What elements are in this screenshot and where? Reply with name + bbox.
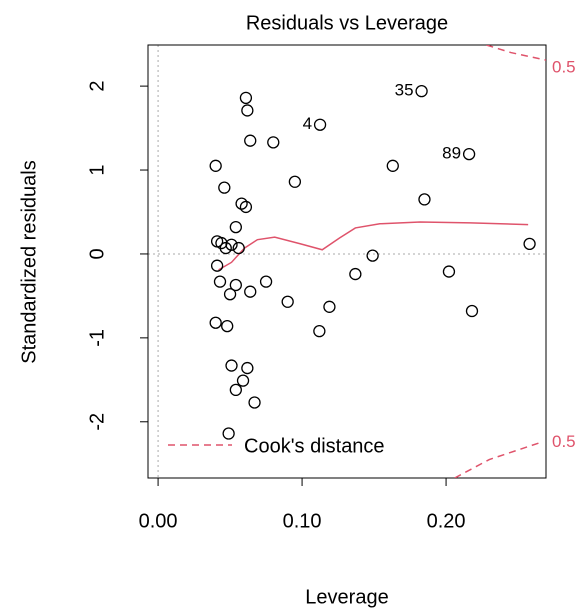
legend-label: Cook's distance	[244, 435, 385, 457]
y-tick-label: 1	[86, 164, 108, 175]
point	[248, 396, 261, 409]
point	[366, 249, 379, 262]
point	[259, 275, 273, 288]
point	[241, 361, 254, 375]
point-label: 89	[442, 144, 461, 163]
point	[229, 220, 242, 234]
point	[281, 295, 294, 308]
point	[267, 136, 280, 149]
point	[229, 383, 242, 397]
x-tick-label: 0.00	[139, 510, 178, 532]
point	[213, 275, 227, 288]
point	[209, 159, 222, 172]
y-tick-label: 2	[86, 81, 108, 92]
y-tick-label: -1	[86, 329, 108, 347]
point	[221, 319, 234, 333]
plot-frame	[147, 44, 547, 479]
cooks-label: 0.5	[552, 58, 576, 77]
point-label: 35	[395, 81, 414, 100]
x-tick-label: 0.20	[427, 510, 466, 532]
point	[241, 104, 254, 117]
point	[236, 374, 250, 387]
point	[415, 85, 428, 98]
smooth-line	[218, 221, 529, 271]
point	[523, 237, 536, 251]
point	[239, 91, 253, 105]
point	[225, 359, 238, 372]
point	[313, 324, 326, 338]
y-tick-label: -2	[86, 413, 108, 431]
point	[210, 259, 224, 272]
point	[218, 181, 231, 194]
point	[223, 288, 237, 301]
point	[462, 147, 476, 161]
point	[442, 265, 456, 278]
point	[239, 200, 253, 214]
chart-title: Residuals vs Leverage	[246, 12, 448, 34]
point	[313, 118, 327, 131]
x-axis-label: Leverage	[305, 586, 388, 608]
point	[232, 241, 245, 255]
x-tick-label: 0.10	[283, 510, 322, 532]
y-tick-label: 0	[86, 248, 108, 259]
cooks-label: 0.5	[552, 432, 576, 451]
point-label: 4	[303, 114, 312, 133]
cooks-curve	[454, 442, 540, 478]
y-axis-label: Standardized residuals	[18, 160, 40, 363]
point	[229, 278, 242, 292]
point	[418, 193, 431, 206]
cooks-curve	[486, 45, 546, 61]
point	[323, 300, 336, 313]
point	[244, 285, 257, 298]
point	[386, 159, 399, 172]
point	[209, 316, 222, 329]
point	[349, 267, 362, 281]
point	[235, 197, 248, 210]
point	[244, 134, 257, 147]
point	[288, 175, 302, 188]
point	[465, 304, 479, 318]
point	[219, 241, 232, 255]
point	[222, 427, 235, 440]
